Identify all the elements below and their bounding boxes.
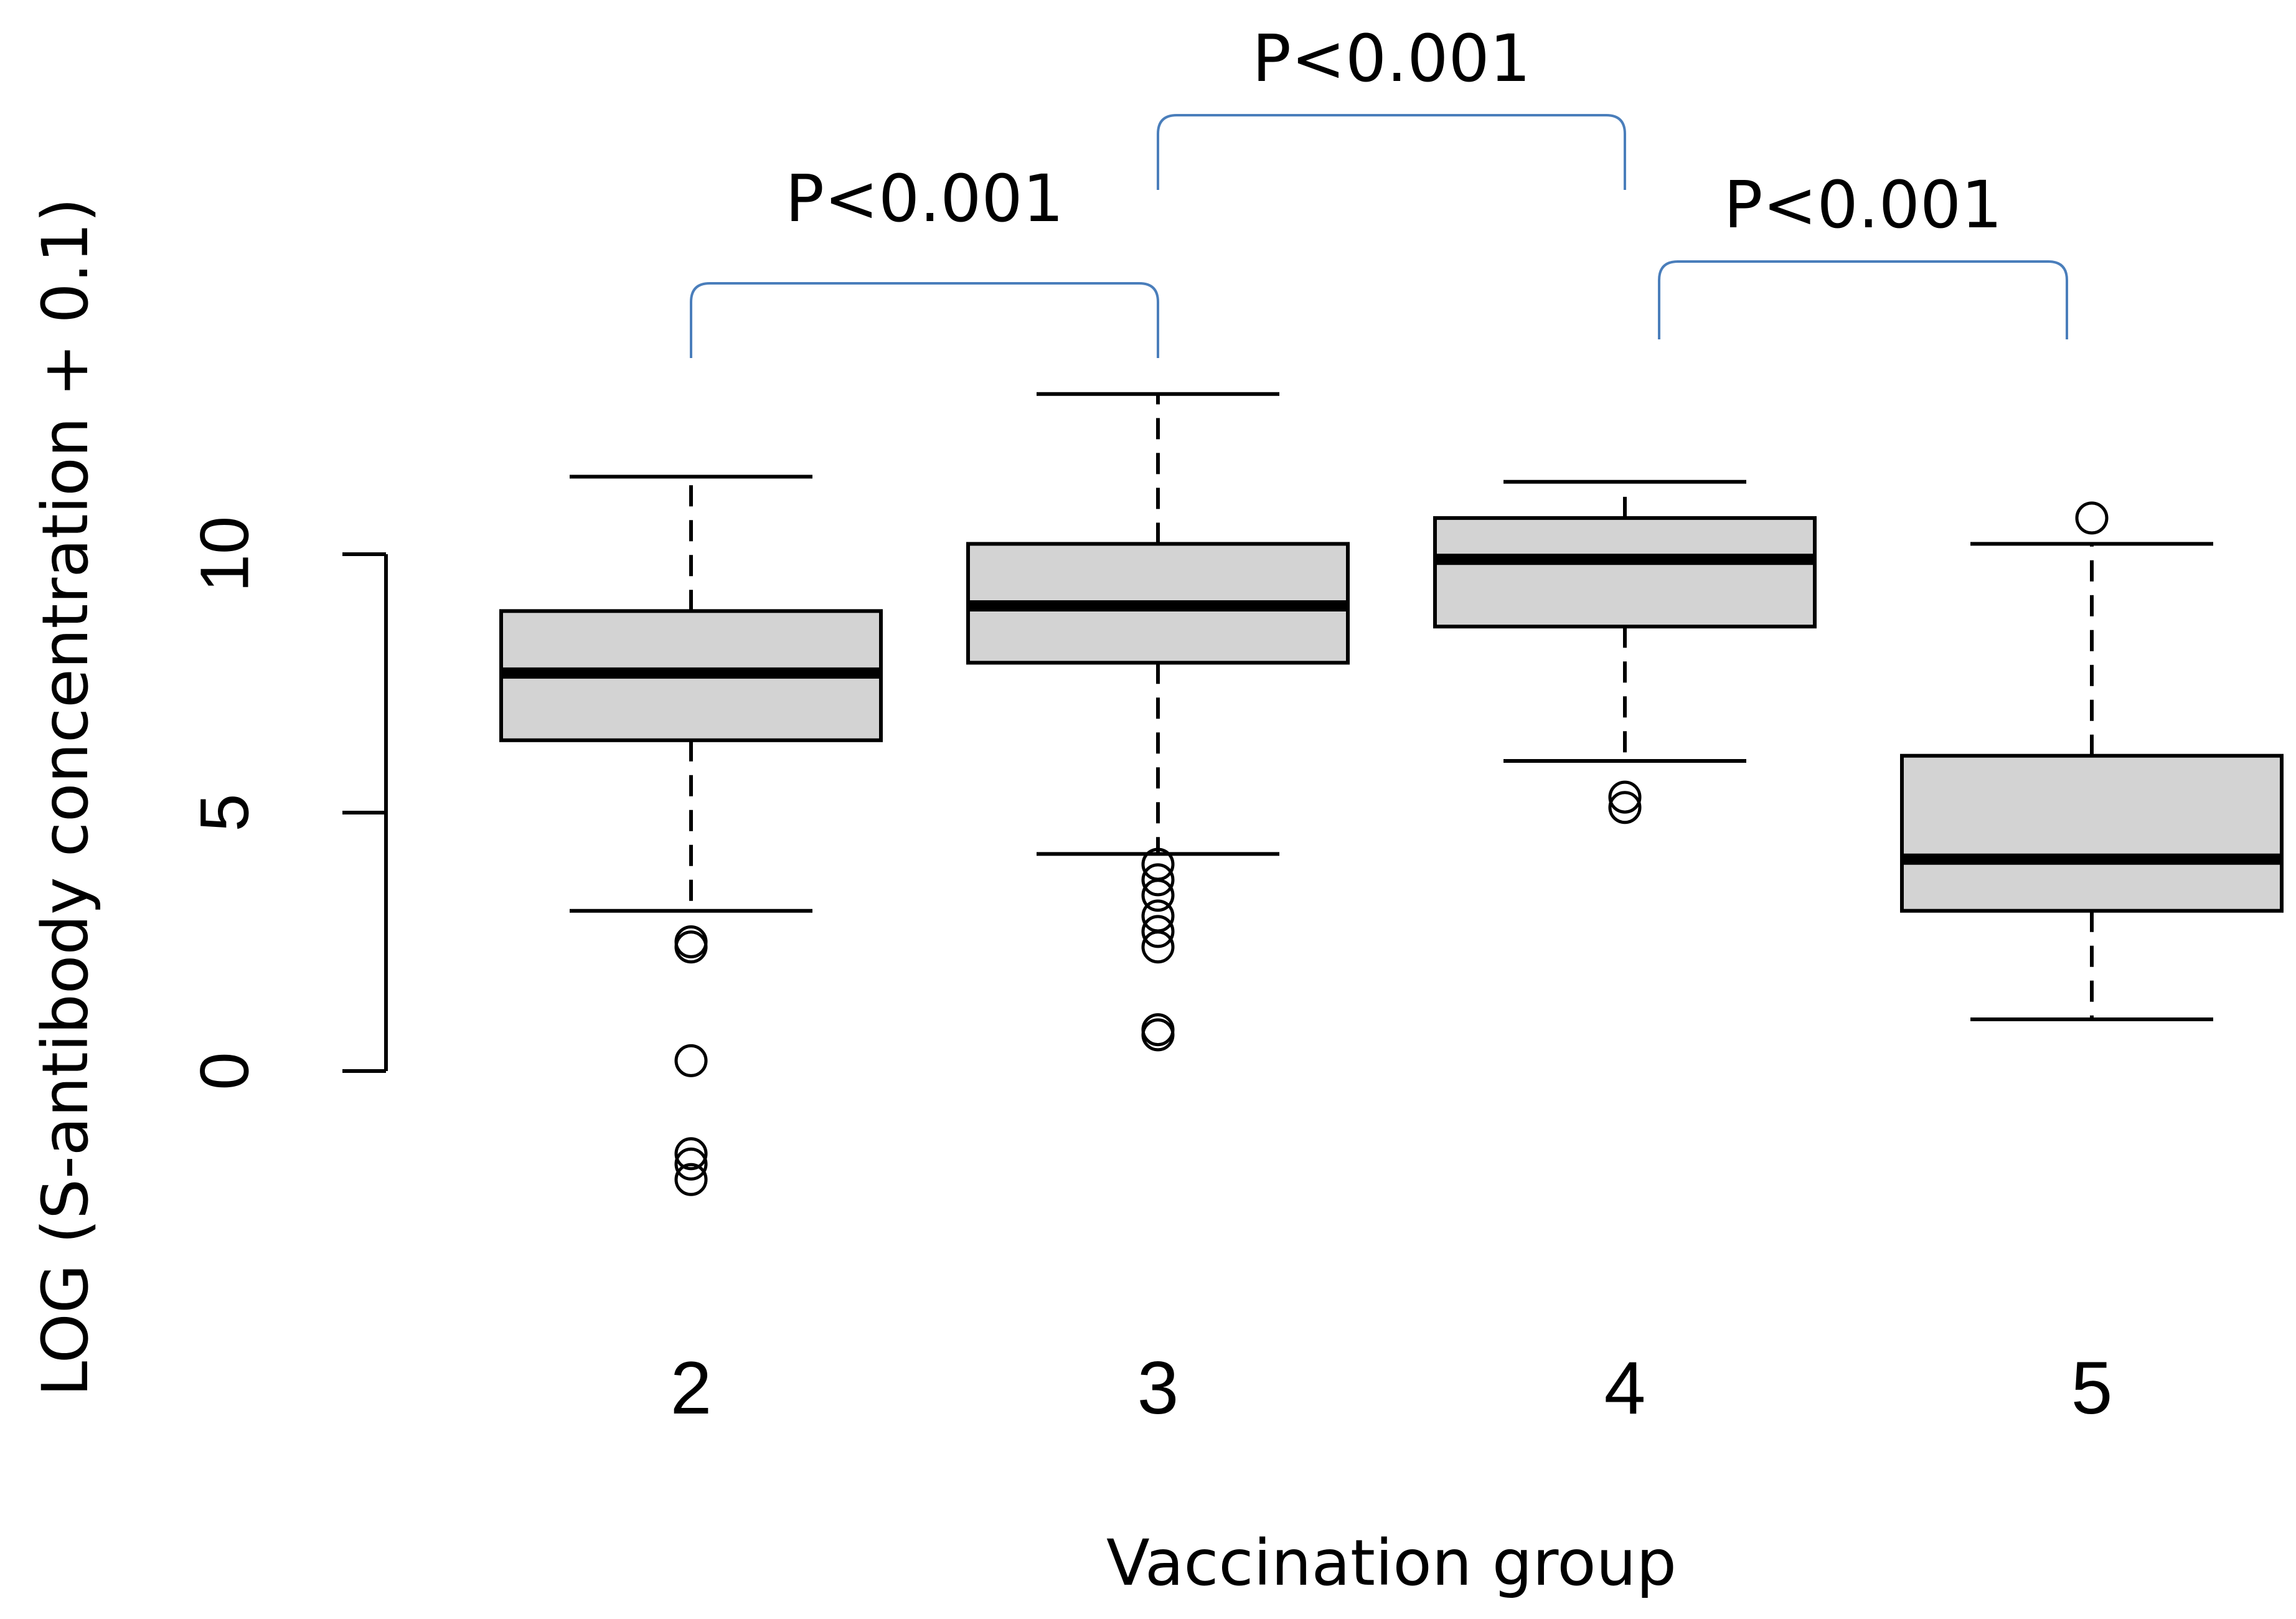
outlier-point [674,925,708,958]
y-tick-label-0: 0 [187,1052,263,1090]
outlier-point [1141,915,1175,948]
x-tick-label-4: 4 [1604,1346,1646,1430]
comparison-layer: P<0.001 P<0.001 P<0.001 [690,21,2068,358]
box-group-3 [966,392,1350,1052]
comparison-bracket-4-5 [1658,260,2068,339]
box-group-2 [499,474,883,1196]
outlier-point [674,1163,708,1196]
outlier-point [1141,1013,1175,1047]
outlier-point [1608,791,1642,824]
y-tick-label-10: 10 [187,516,263,592]
outlier-point [1141,879,1175,912]
outlier-point [674,1137,708,1171]
outlier-point [1608,780,1642,814]
outlier-point [1141,930,1175,964]
p-value-label-4-5: P<0.001 [1724,167,2003,243]
y-axis: 0 5 10 [187,516,388,1090]
outlier-point [674,1147,708,1181]
comparison-bracket-3-4 [1157,114,1626,190]
x-axis-title: Vaccination group [1106,1526,1677,1600]
outlier-point [1141,863,1175,897]
iqr-box [1433,516,1817,629]
iqr-box [1900,753,2284,913]
x-tick-labels: 2 3 4 5 [670,1346,2113,1430]
box-group-4 [1433,479,1817,824]
x-tick-label-2: 2 [670,1346,712,1430]
x-tick-label-3: 3 [1137,1346,1179,1430]
box-group-5 [1900,501,2284,1021]
p-value-label-3-4: P<0.001 [1252,21,1531,97]
y-axis-title: LOG (S-antibody concentration + 0.1) [29,197,103,1396]
outlier-point [2075,501,2109,535]
box-layer [499,392,2284,1196]
comparison-bracket-2-3 [690,282,1159,358]
x-tick-label-5: 5 [2071,1346,2113,1430]
p-value-label-2-3: P<0.001 [785,161,1064,237]
outlier-point [674,1044,708,1077]
y-tick-label-5: 5 [187,793,263,831]
